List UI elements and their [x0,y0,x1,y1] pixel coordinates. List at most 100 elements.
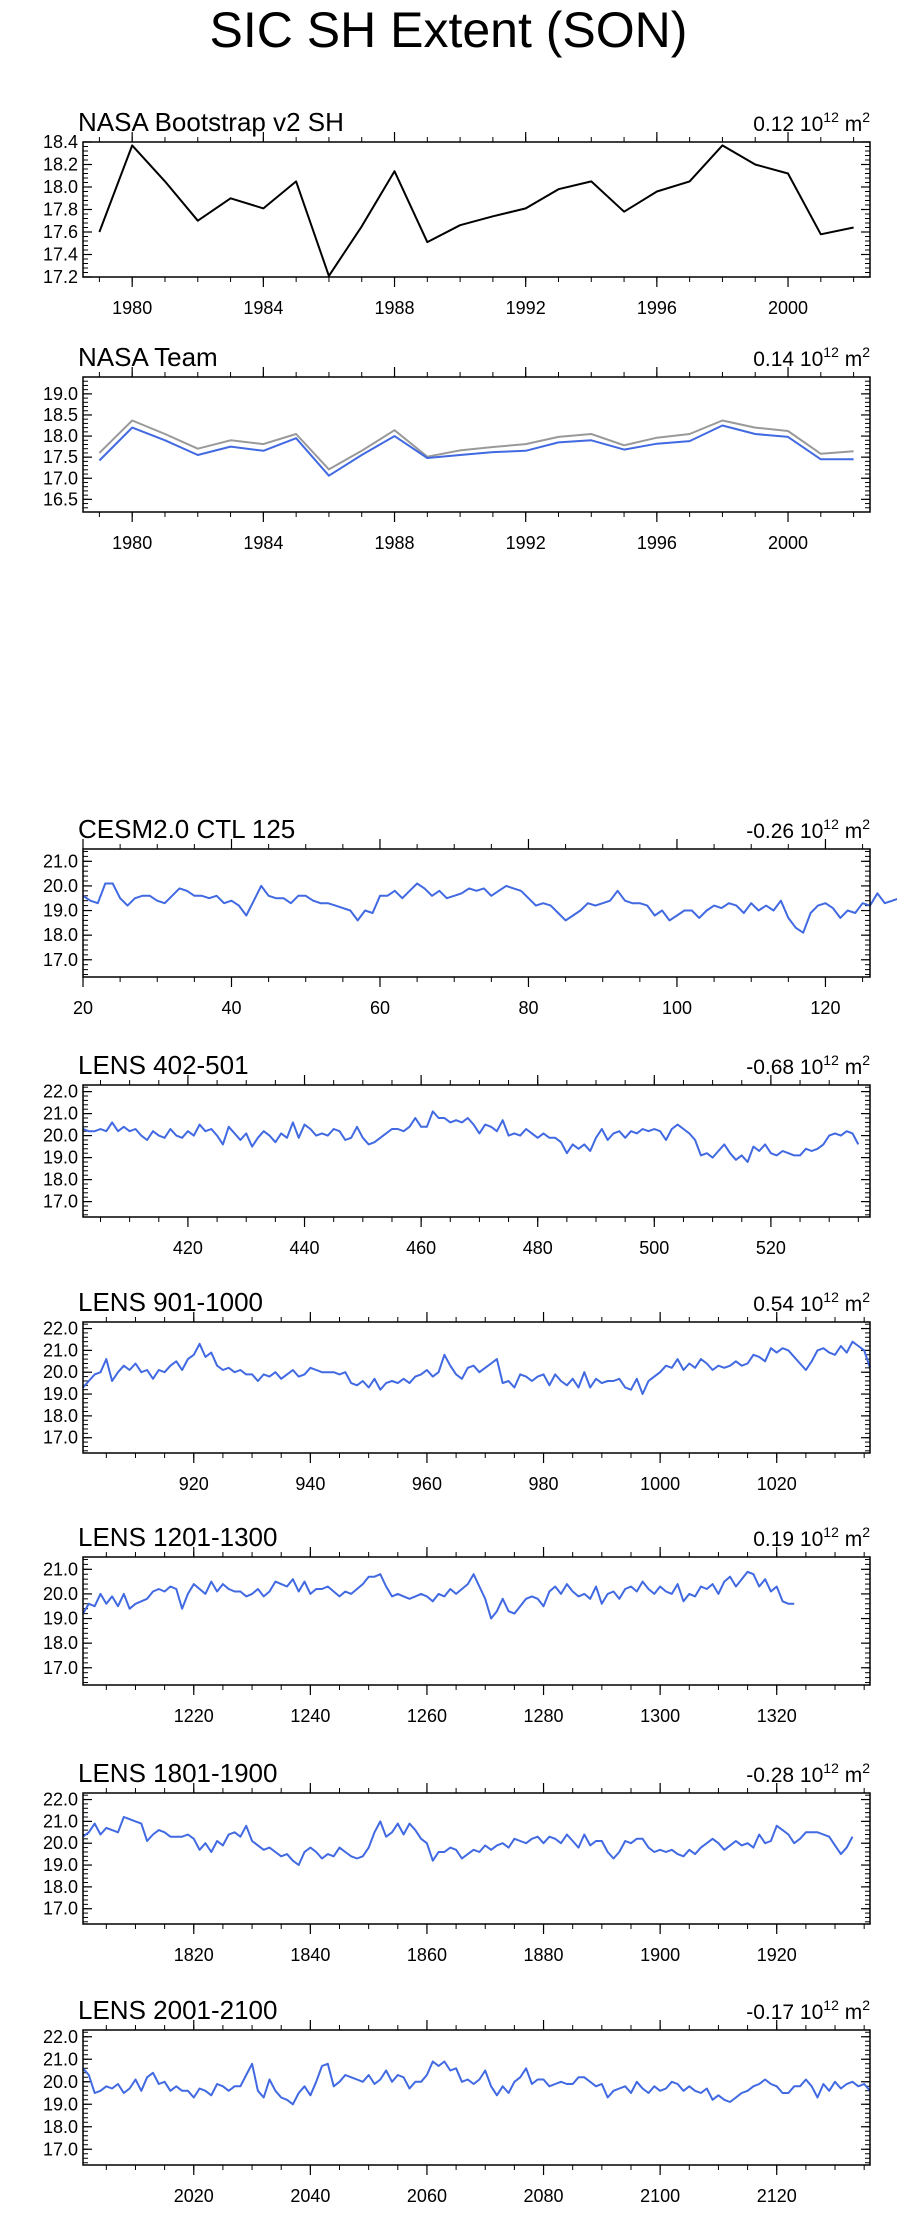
y-tick-label: 21.0 [43,1340,78,1360]
x-tick-label: 920 [179,1474,209,1494]
series-line [98,419,854,471]
y-tick-label: 17.0 [43,1428,78,1448]
trend-label: -0.26 1012 m2 [746,816,870,843]
x-tick-label: 460 [406,1238,436,1258]
y-tick-label: 18.0 [43,1877,78,1897]
y-tick-label: 20.0 [43,1126,78,1146]
x-tick-label: 960 [412,1474,442,1494]
y-tick-label: 20.0 [43,2072,78,2092]
y-tick-label: 18.0 [43,177,78,197]
trend-label: 0.54 1012 m2 [753,1289,870,1316]
series-line [82,1816,854,1866]
y-tick-label: 19.0 [43,901,78,921]
y-tick-label: 17.0 [43,468,78,488]
x-tick-label: 500 [639,1238,669,1258]
x-tick-label: 1992 [506,298,546,318]
x-tick-label: 1280 [524,1706,564,1726]
y-tick-label: 18.0 [43,1633,78,1653]
y-tick-label: 22.0 [43,2027,78,2047]
x-tick-label: 2100 [640,2186,680,2206]
chart-panel: LENS 901-1000 0.54 1012 m2 17.018.019.020.… [43,1287,871,1494]
y-tick-label: 18.0 [43,2117,78,2137]
plot-frame [82,141,871,278]
y-tick-label: 18.5 [43,405,78,425]
y-tick-label: 22.0 [43,1790,78,1810]
x-tick-label: 440 [290,1238,320,1258]
x-tick-label: 1984 [243,533,283,553]
y-tick-label: 19.0 [43,1609,78,1629]
x-tick-label: 120 [810,998,840,1018]
plot-frame [82,848,871,978]
x-tick-label: 1920 [757,1945,797,1965]
panel-title: LENS 1801-1900 [78,1758,277,1788]
panel-title: CESM2.0 CTL 125 [78,814,295,844]
x-tick-label: 520 [756,1238,786,1258]
x-tick-label: 1860 [407,1945,447,1965]
x-tick-label: 1992 [506,533,546,553]
y-tick-label: 19.0 [43,384,78,404]
x-tick-label: 80 [518,998,538,1018]
y-tick-label: 18.4 [43,132,78,152]
y-tick-label: 19.0 [43,2094,78,2114]
x-tick-label: 1900 [640,1945,680,1965]
plot-frame [82,376,871,513]
trend-label: -0.28 1012 m2 [746,1760,870,1787]
x-tick-label: 60 [370,998,390,1018]
figure-title: SIC SH Extent (SON) [209,2,688,58]
x-tick-label: 2080 [524,2186,564,2206]
y-tick-label: 17.5 [43,447,78,467]
x-tick-label: 1988 [374,533,414,553]
panel-title: NASA Team [78,342,218,372]
chart-panel: NASA Team 0.14 1012 m2 16.517.017.518.018.… [43,342,871,553]
plot-frame [82,1084,871,1218]
trend-label: 0.19 1012 m2 [753,1524,870,1551]
y-tick-label: 18.0 [43,426,78,446]
series-line [82,882,897,934]
series-line [98,424,854,477]
y-tick-label: 22.0 [43,1082,78,1102]
plot-frame [82,1556,871,1686]
x-tick-label: 1880 [524,1945,564,1965]
y-tick-label: 20.0 [43,876,78,896]
x-tick-label: 2040 [290,2186,330,2206]
series-line [82,1570,795,1620]
x-tick-label: 980 [529,1474,559,1494]
y-tick-label: 17.4 [43,245,78,265]
x-tick-label: 1260 [407,1706,447,1726]
x-tick-label: 2020 [174,2186,214,2206]
y-tick-label: 19.0 [43,1855,78,1875]
x-tick-label: 20 [73,998,93,1018]
series-line [98,144,854,277]
plot-frame [82,2029,871,2166]
x-tick-label: 100 [662,998,692,1018]
x-tick-label: 2060 [407,2186,447,2206]
x-tick-label: 1980 [112,533,152,553]
y-tick-label: 21.0 [43,851,78,871]
y-tick-label: 21.0 [43,2049,78,2069]
x-tick-label: 1320 [757,1706,797,1726]
y-tick-label: 17.0 [43,1192,78,1212]
x-tick-label: 1300 [640,1706,680,1726]
series-line [82,1110,860,1163]
y-tick-label: 18.0 [43,1170,78,1190]
plot-frame [82,1321,871,1454]
panel-title: LENS 2001-2100 [78,1995,277,2025]
x-tick-label: 1840 [290,1945,330,1965]
trend-label: 0.12 1012 m2 [753,109,870,136]
chart-panel: LENS 1801-1900 -0.28 1012 m217.018.019.02… [43,1758,871,1965]
x-tick-label: 1240 [290,1706,330,1726]
x-tick-label: 1980 [112,298,152,318]
x-tick-label: 420 [173,1238,203,1258]
y-tick-label: 22.0 [43,1319,78,1339]
y-tick-label: 21.0 [43,1104,78,1124]
x-tick-label: 1220 [174,1706,214,1726]
y-tick-label: 17.0 [43,2139,78,2159]
chart-panel: LENS 402-501 -0.68 1012 m2 17.018.019.020.… [43,1050,871,1258]
plot-frame [82,1792,871,1925]
x-tick-label: 1996 [637,298,677,318]
x-tick-label: 480 [523,1238,553,1258]
x-tick-label: 40 [221,998,241,1018]
x-tick-label: 2000 [768,533,808,553]
y-tick-label: 17.0 [43,1658,78,1678]
y-tick-label: 18.0 [43,1406,78,1426]
